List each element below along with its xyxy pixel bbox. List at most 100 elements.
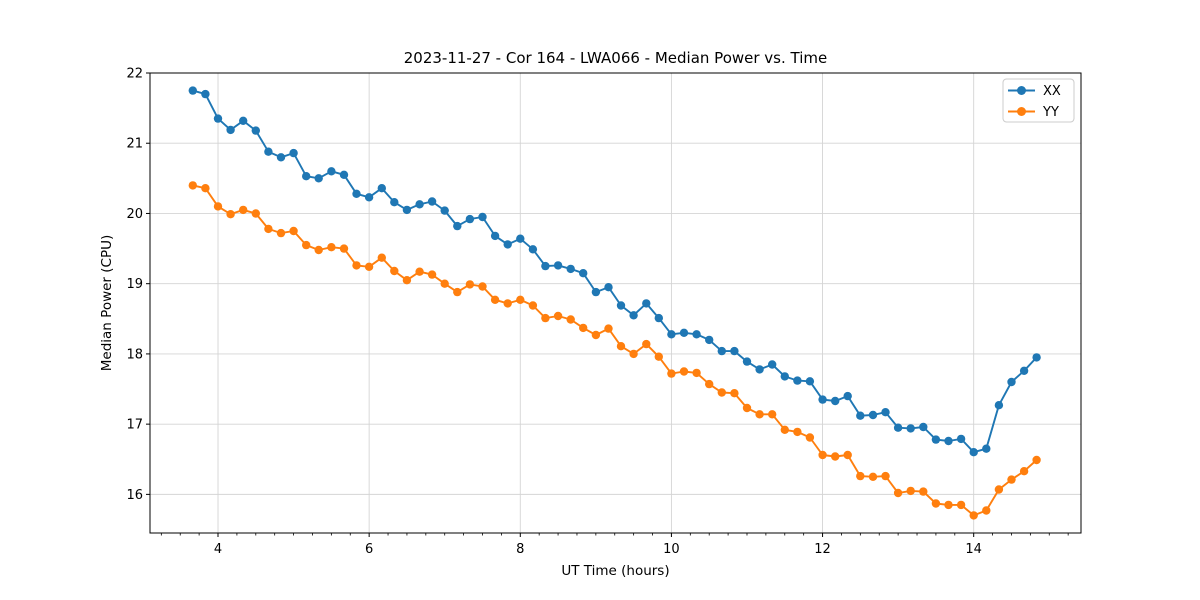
data-point-xx [629, 311, 638, 320]
y-tick-label: 18 [126, 347, 143, 362]
data-point-xx [793, 376, 802, 385]
data-point-xx [893, 423, 903, 432]
data-point-xx [503, 240, 512, 249]
x-tick-label: 8 [516, 542, 524, 557]
data-point-xx [528, 245, 538, 254]
data-point-yy [239, 205, 248, 215]
data-point-yy [969, 511, 978, 520]
x-tick-label: 10 [663, 542, 680, 557]
series-yy [188, 181, 1041, 520]
data-point-xx [805, 377, 815, 386]
x-axis-label: UT Time (hours) [561, 563, 669, 579]
data-point-xx [856, 411, 865, 420]
data-point-yy [503, 299, 512, 308]
data-point-xx [906, 424, 915, 433]
x-tick-label: 6 [365, 542, 373, 557]
data-point-yy [302, 240, 311, 250]
data-point-yy [705, 379, 714, 389]
data-point-xx [327, 167, 336, 176]
data-point-yy [604, 324, 613, 333]
legend-marker [1017, 107, 1026, 116]
data-point-xx [402, 205, 412, 215]
data-point-xx [201, 89, 210, 99]
data-point-yy [856, 471, 865, 481]
data-point-xx [768, 360, 777, 369]
data-point-xx [692, 330, 701, 339]
x-tick-label: 4 [214, 542, 222, 557]
data-point-xx [239, 116, 248, 126]
data-point-yy [994, 485, 1004, 494]
data-point-xx [679, 328, 689, 337]
data-point-xx [251, 126, 260, 135]
data-point-xx [213, 114, 223, 123]
data-point-yy [327, 243, 336, 252]
data-point-yy [591, 330, 601, 340]
data-point-xx [591, 287, 601, 297]
data-point-yy [982, 506, 991, 515]
legend-item-yy: YY [1008, 105, 1059, 120]
data-point-xx [944, 436, 953, 446]
series-markers-yy [188, 181, 1041, 520]
data-point-xx [339, 170, 349, 179]
data-point-yy [931, 499, 941, 508]
data-point-yy [201, 184, 210, 193]
data-point-yy [831, 452, 840, 461]
data-point-yy [629, 349, 638, 359]
data-point-yy [390, 266, 399, 276]
data-point-yy [541, 313, 550, 323]
data-point-yy [692, 368, 701, 378]
x-tick-label: 14 [965, 542, 982, 557]
data-point-yy [793, 427, 802, 437]
data-point-xx [717, 346, 726, 356]
data-point-xx [276, 153, 286, 162]
data-point-xx [553, 261, 563, 270]
data-point-xx [831, 396, 840, 406]
data-point-yy [339, 244, 349, 253]
data-point-xx [1019, 366, 1029, 375]
data-point-xx [415, 200, 424, 209]
x-minor-ticks [160, 533, 1069, 536]
data-point-yy [667, 369, 676, 378]
data-point-yy [264, 224, 273, 234]
data-point-yy [818, 450, 827, 460]
data-point-xx [616, 301, 626, 310]
y-axis: 16 17 18 19 20 21 22 [126, 67, 150, 503]
data-point-yy [377, 253, 386, 262]
data-point-xx [364, 193, 374, 202]
data-point-yy [364, 262, 374, 271]
series-xx [188, 86, 1041, 457]
data-point-xx [579, 269, 588, 278]
data-point-xx [264, 147, 273, 156]
data-point-xx [1007, 377, 1016, 387]
x-axis: 4 6 8 10 12 14 [160, 533, 1069, 557]
data-point-yy [868, 472, 878, 481]
data-point-xx [654, 313, 663, 323]
data-point-xx [440, 206, 449, 215]
x-tick-label: 12 [814, 542, 831, 557]
data-point-yy [843, 450, 852, 460]
data-point-yy [516, 295, 525, 304]
legend: XX YY [1002, 78, 1075, 123]
data-point-xx [390, 198, 399, 207]
data-point-yy [755, 410, 764, 419]
data-point-yy [415, 267, 424, 276]
series-markers-xx [188, 86, 1041, 457]
data-point-yy [453, 287, 462, 297]
data-point-xx [377, 184, 386, 193]
series-line-yy [191, 184, 1038, 517]
data-point-xx [465, 214, 475, 224]
data-point-xx [868, 410, 878, 420]
data-point-xx [742, 357, 752, 366]
legend-label: YY [1042, 105, 1059, 120]
data-point-yy [906, 486, 915, 496]
data-point-yy [251, 209, 260, 218]
data-point-xx [982, 444, 991, 453]
data-point-yy [780, 425, 789, 434]
data-point-yy [956, 500, 966, 510]
data-point-yy [402, 276, 412, 285]
data-point-yy [352, 261, 361, 270]
data-point-xx [994, 401, 1004, 410]
data-point-yy [805, 433, 815, 442]
